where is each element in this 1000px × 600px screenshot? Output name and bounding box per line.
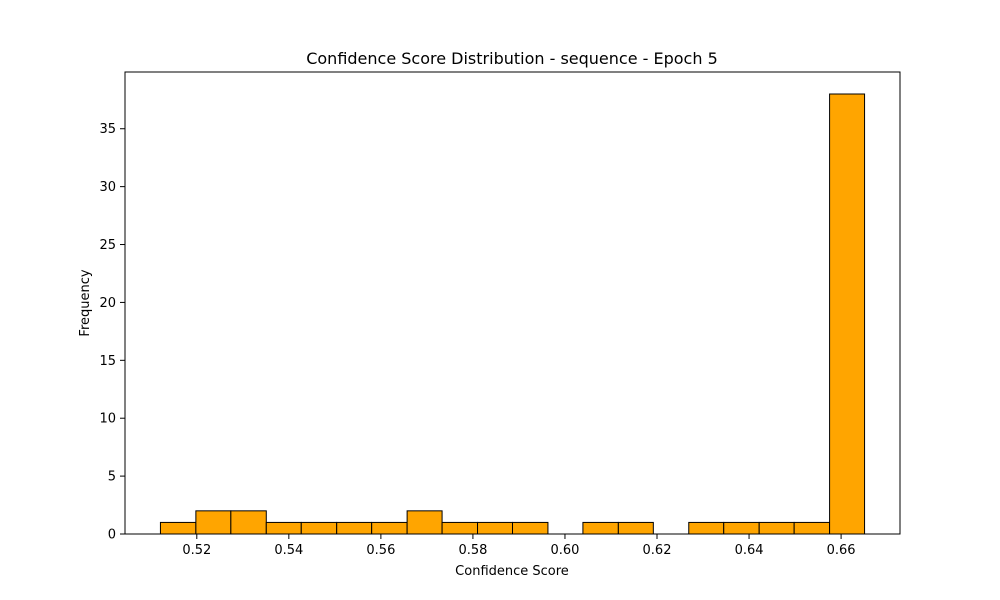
- histogram-bar: [230, 510, 267, 535]
- x-tick-label: 0.52: [182, 543, 211, 558]
- histogram-bar: [441, 521, 479, 535]
- chart-title: Confidence Score Distribution - sequence…: [306, 49, 718, 68]
- x-axis-label: Confidence Score: [455, 564, 569, 579]
- y-tick-label: 5: [108, 470, 116, 485]
- x-tick-label: 0.58: [458, 543, 487, 558]
- histogram-bar: [723, 521, 760, 535]
- plot-frame: [124, 71, 901, 535]
- x-tick-label: 0.64: [735, 543, 764, 558]
- histogram-bar: [617, 521, 654, 535]
- x-axis-ticks: 0.52 0.54 0.56 0.58 0.60 0.62 0.64 0.66: [182, 534, 856, 558]
- y-tick-label: 30: [99, 180, 116, 195]
- histogram-bar: [336, 521, 373, 535]
- histogram-bar: [265, 521, 302, 535]
- bars-layer: [159, 93, 866, 535]
- histogram-bar: [195, 510, 232, 535]
- histogram-bar: [829, 93, 866, 535]
- x-tick-label: 0.56: [366, 543, 395, 558]
- x-tick-label: 0.60: [550, 543, 579, 558]
- histogram-bar: [406, 510, 443, 535]
- histogram-bar: [371, 521, 408, 535]
- y-tick-label: 10: [99, 412, 116, 427]
- x-tick-label: 0.62: [643, 543, 672, 558]
- histogram-bar: [688, 521, 725, 535]
- histogram-bar: [793, 521, 831, 535]
- x-tick-label: 0.66: [827, 543, 856, 558]
- histogram-bar: [512, 521, 549, 535]
- histogram-bar: [159, 521, 197, 535]
- x-tick-label: 0.54: [274, 543, 303, 558]
- histogram-bar: [582, 521, 619, 535]
- y-tick-label: 25: [99, 238, 116, 253]
- histogram-bar: [300, 521, 338, 535]
- y-tick-label: 35: [99, 122, 116, 137]
- histogram-bar: [477, 521, 513, 535]
- y-axis-label: Frequency: [78, 269, 93, 336]
- histogram-bar: [758, 521, 795, 535]
- y-tick-label: 20: [99, 296, 116, 311]
- y-axis-ticks: 0 5 10 15 20 25 30 35: [99, 122, 125, 543]
- y-tick-label: 15: [99, 354, 116, 369]
- y-tick-label: 0: [108, 528, 116, 543]
